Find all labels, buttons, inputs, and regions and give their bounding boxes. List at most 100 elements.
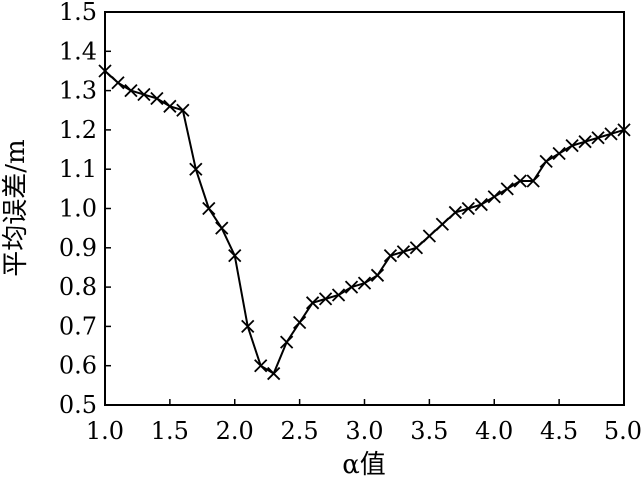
data-point-stroke <box>474 197 488 212</box>
y-tick-label: 1.3 <box>59 77 97 105</box>
data-point-stroke <box>409 241 424 255</box>
y-tick-label: 0.9 <box>59 234 97 262</box>
data-point <box>617 123 631 137</box>
data-point <box>331 288 346 302</box>
data-point <box>176 103 190 117</box>
x-tick-label: 4.5 <box>540 417 578 445</box>
y-tick-label: 1.2 <box>59 116 97 144</box>
data-point <box>228 249 242 263</box>
data-point-stroke <box>448 205 462 220</box>
y-tick-label: 0.8 <box>59 273 97 301</box>
data-point <box>526 174 540 188</box>
y-tick-label: 1.4 <box>59 37 97 65</box>
data-point <box>604 127 618 141</box>
data-point <box>344 280 359 294</box>
data-point-stroke <box>202 201 216 216</box>
data-point-stroke <box>215 221 229 235</box>
data-point-stroke <box>267 366 281 381</box>
data-point-stroke <box>383 249 398 263</box>
data-point-stroke <box>318 292 333 306</box>
x-tick-label: 4.0 <box>475 417 513 445</box>
data-point <box>448 205 462 220</box>
data-point-stroke <box>254 359 268 373</box>
x-tick-label: 2.5 <box>281 417 319 445</box>
data-point-stroke <box>163 99 177 113</box>
data-point <box>202 201 216 216</box>
x-axis-ticks: 1.0 1.5 2.0 2.5 3.0 3.5 4.0 4.5 5.0 <box>86 399 642 445</box>
data-point-stroke <box>396 245 411 259</box>
data-point-stroke <box>604 127 618 141</box>
data-point-stroke <box>176 103 190 117</box>
data-point-stroke <box>578 135 592 149</box>
data-point <box>215 221 229 235</box>
data-point-stroke <box>305 296 320 310</box>
data-point-stroke <box>370 268 385 282</box>
x-tick-label: 2.0 <box>216 417 254 445</box>
x-tick-label: 1.0 <box>86 417 124 445</box>
y-tick-label: 0.7 <box>59 312 97 340</box>
data-point <box>163 99 177 113</box>
data-point <box>513 174 527 188</box>
data-point <box>578 135 592 149</box>
x-axis-title: α值 <box>342 450 386 478</box>
y-tick-label: 0.5 <box>59 391 97 419</box>
data-point-stroke <box>435 217 449 231</box>
data-point <box>370 268 385 282</box>
series-layer <box>98 64 631 381</box>
y-axis-title: 平均误差/m <box>1 139 31 276</box>
y-tick-label: 1.0 <box>59 195 97 223</box>
data-point <box>461 201 475 216</box>
data-point-stroke <box>241 319 255 334</box>
data-point-stroke <box>487 190 501 204</box>
x-tick-label: 3.0 <box>345 417 383 445</box>
data-point-stroke <box>617 123 631 137</box>
data-point <box>305 296 320 310</box>
data-point-stroke <box>422 229 437 243</box>
x-tick-label: 1.5 <box>151 417 189 445</box>
data-point <box>487 190 501 204</box>
plot-border <box>104 11 625 406</box>
plot-frame <box>104 11 625 406</box>
x-tick-label: 5.0 <box>604 417 642 445</box>
data-point <box>396 245 411 259</box>
data-point-stroke <box>189 162 203 176</box>
data-point-stroke <box>280 335 294 349</box>
data-point-stroke <box>526 174 540 188</box>
data-point-stroke <box>513 174 527 188</box>
data-point-stroke <box>137 87 151 102</box>
data-point <box>552 146 566 161</box>
data-point <box>241 319 255 334</box>
data-point <box>383 249 398 263</box>
data-point <box>280 335 294 349</box>
data-point <box>474 197 488 212</box>
data-point-stroke <box>591 131 605 145</box>
data-point <box>150 91 164 106</box>
data-point-stroke <box>539 154 553 168</box>
data-point-stroke <box>565 138 579 153</box>
y-tick-label: 0.6 <box>59 352 97 380</box>
data-point <box>435 217 449 231</box>
data-point-stroke <box>98 64 112 78</box>
data-point-stroke <box>552 146 566 161</box>
y-tick-label: 1.1 <box>59 155 97 183</box>
data-point <box>318 292 333 306</box>
y-tick-label: 1.5 <box>59 0 97 26</box>
data-point <box>409 241 424 255</box>
data-point <box>500 182 514 196</box>
data-point-stroke <box>500 182 514 196</box>
data-point <box>591 131 605 145</box>
data-point <box>189 162 203 176</box>
series-line <box>104 70 625 375</box>
data-point <box>111 76 125 90</box>
x-tick-label: 3.5 <box>410 417 448 445</box>
data-point <box>292 315 307 330</box>
data-point-stroke <box>292 315 307 330</box>
data-point <box>254 359 268 373</box>
data-point <box>124 83 138 98</box>
data-point <box>357 276 372 290</box>
data-point <box>422 229 437 243</box>
data-point <box>565 138 579 153</box>
data-point-stroke <box>228 249 242 263</box>
data-point-stroke <box>111 76 125 90</box>
